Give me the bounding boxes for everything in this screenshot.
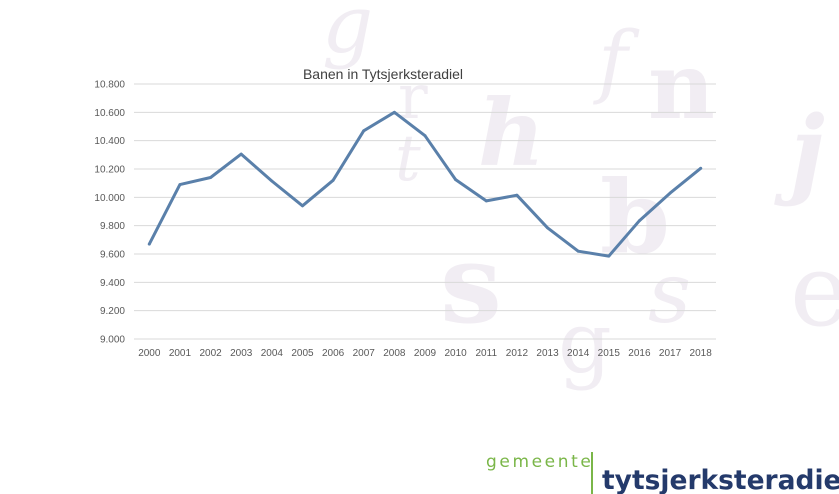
y-tick-label: 10.800 — [94, 80, 125, 91]
y-axis-ticks: 9.000 9.200 9.400 9.600 9.800 10.000 10.200 10.… — [94, 80, 125, 346]
bg-letter: n — [648, 32, 715, 140]
x-tick-label: 2000 — [138, 348, 161, 359]
x-tick-label: 2016 — [628, 348, 651, 359]
x-tick-label: 2001 — [169, 348, 192, 359]
x-tick-label: 2006 — [322, 348, 345, 359]
x-tick-label: 2012 — [506, 348, 529, 359]
x-tick-label: 2010 — [445, 348, 468, 359]
data-point — [607, 254, 611, 258]
x-tick-label: 2015 — [598, 348, 621, 359]
background-letters: g f r n h t j b s s e g — [322, 0, 839, 392]
data-point — [362, 129, 366, 133]
bg-letter: e — [790, 232, 839, 349]
chart-title: Banen in Tytsjerksteradiel — [303, 66, 463, 82]
y-tick-label: 9.600 — [100, 250, 125, 261]
data-point — [668, 191, 672, 195]
data-point — [699, 166, 703, 170]
grid-lines — [134, 83, 716, 340]
municipality-logo: gemeente tytsjerksteradiel — [486, 452, 839, 494]
bg-letter: r — [398, 60, 428, 133]
x-tick-label: 2014 — [567, 348, 590, 359]
logo-name: tytsjerksteradiel — [602, 465, 839, 494]
bg-letter: b — [600, 158, 670, 276]
x-tick-label: 2013 — [536, 348, 559, 359]
x-tick-label: 2018 — [690, 348, 713, 359]
y-tick-label: 9.000 — [100, 335, 125, 346]
x-tick-label: 2004 — [261, 348, 284, 359]
data-point — [147, 242, 151, 246]
x-tick-label: 2002 — [199, 348, 222, 359]
data-point — [393, 110, 396, 114]
y-tick-label: 9.200 — [100, 306, 125, 317]
y-tick-label: 9.400 — [100, 278, 125, 289]
x-tick-label: 2009 — [414, 348, 437, 359]
y-tick-label: 9.800 — [100, 221, 125, 232]
data-point — [178, 183, 182, 187]
y-tick-label: 10.200 — [94, 165, 125, 176]
data-point — [484, 199, 488, 203]
bg-letter: f — [593, 14, 640, 107]
y-tick-label: 10.600 — [94, 108, 125, 119]
logo-prefix: gemeente — [486, 452, 593, 472]
data-point — [454, 178, 457, 182]
x-tick-label: 2017 — [659, 348, 682, 359]
bg-letter: h — [478, 79, 545, 187]
data-point — [546, 226, 549, 230]
x-tick-label: 2003 — [230, 348, 253, 359]
data-point — [301, 204, 304, 208]
data-point — [423, 134, 427, 138]
data-point — [638, 219, 641, 223]
x-tick-label: 2008 — [383, 348, 406, 359]
data-point — [515, 193, 519, 197]
x-axis-ticks: 2000 2001 2002 2003 2004 2005 2006 2007 2008 2009… — [138, 348, 712, 359]
x-tick-label: 2011 — [476, 348, 498, 359]
bg-letter: g — [322, 0, 373, 71]
data-point — [576, 249, 580, 253]
bg-letter: g — [558, 294, 612, 392]
y-tick-label: 10.400 — [94, 136, 125, 147]
x-tick-label: 2005 — [291, 348, 314, 359]
bg-letter: s — [648, 244, 691, 342]
data-point — [331, 178, 335, 182]
series-layer — [147, 110, 703, 258]
y-tick-label: 10.000 — [94, 193, 125, 204]
x-tick-label: 2007 — [353, 348, 376, 359]
data-point — [270, 179, 274, 183]
bg-letter: t — [395, 122, 421, 196]
data-point — [209, 176, 213, 179]
bg-letter: s — [440, 219, 502, 348]
bg-letter: j — [774, 95, 825, 208]
data-point — [239, 152, 243, 156]
logo-divider — [591, 452, 593, 494]
